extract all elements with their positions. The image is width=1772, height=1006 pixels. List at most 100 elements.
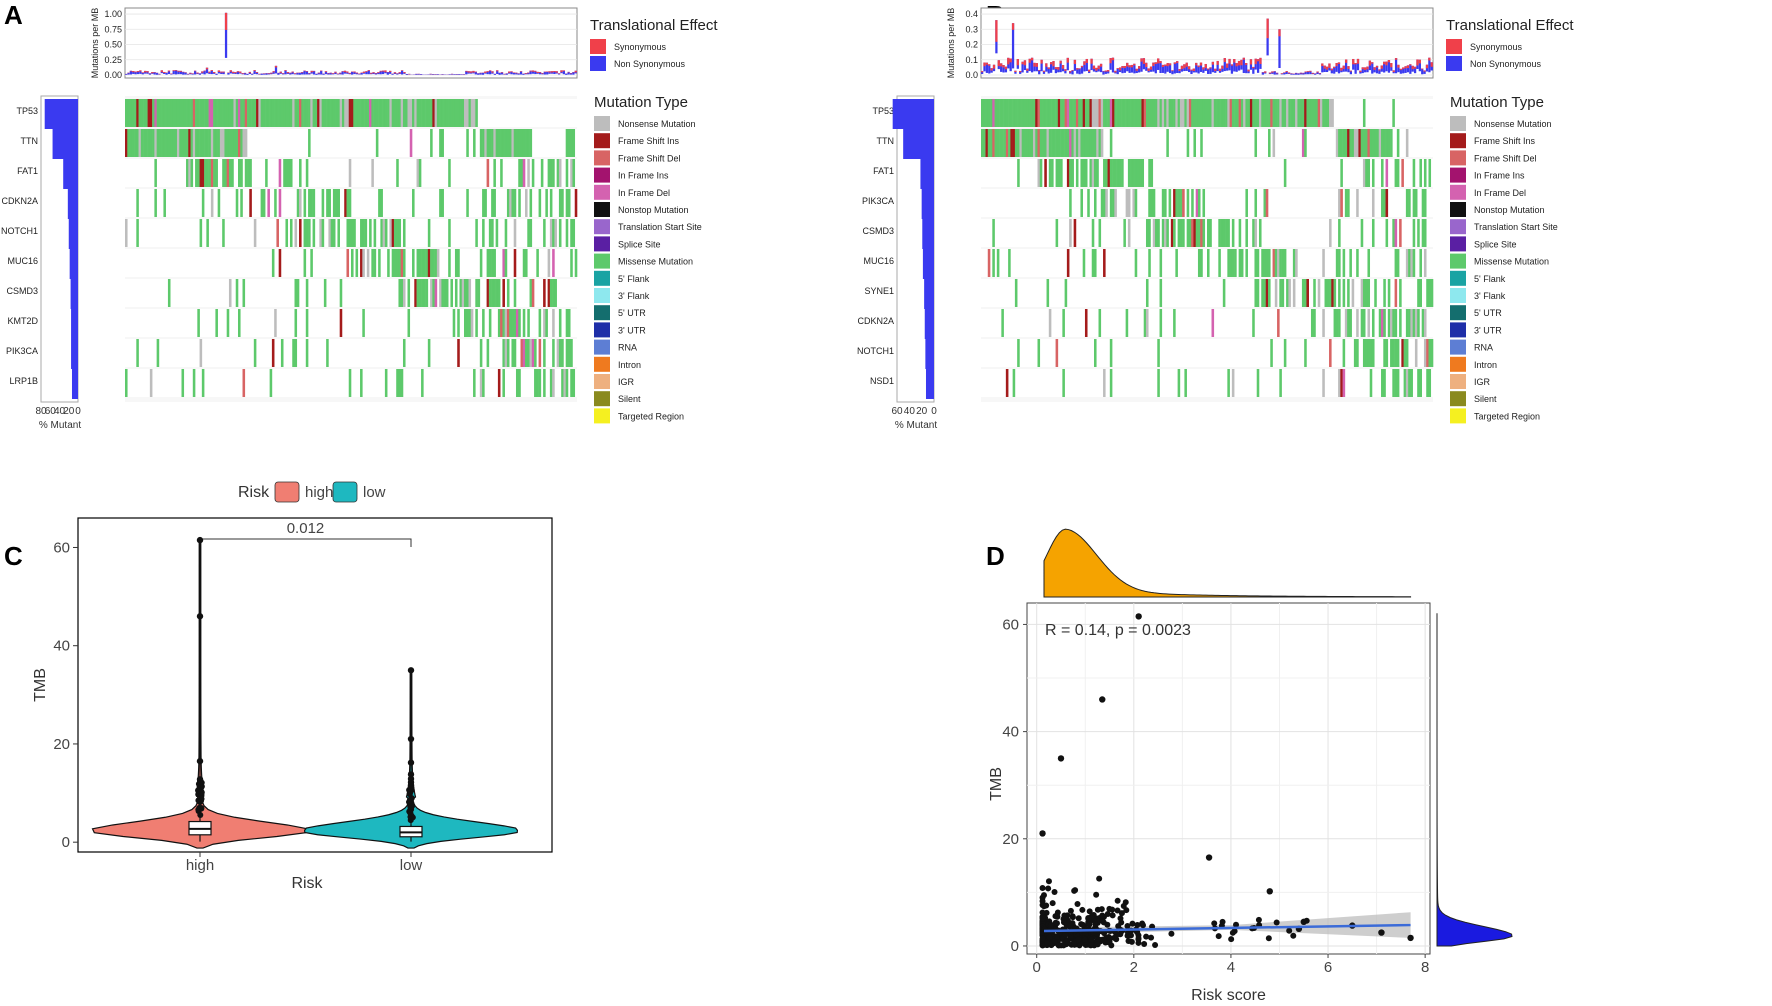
b-matrix-cell [1066, 129, 1070, 157]
b-matrix-cell [1349, 309, 1352, 337]
b-tmb-bar-syn [1142, 58, 1146, 64]
a-matrix-cell [441, 129, 444, 157]
b-matrix-cell [1430, 339, 1434, 367]
a-type-swatch [594, 339, 610, 355]
d-point [1075, 936, 1082, 943]
a-matrix-cell [558, 309, 562, 337]
b-type-swatch [1450, 408, 1466, 424]
b-matrix-cell [1087, 99, 1090, 127]
a-matrix-cell [224, 99, 227, 127]
a-matrix-cell [165, 99, 169, 127]
b-matrix-cell [1423, 219, 1427, 247]
b-matrix-cell [1394, 159, 1398, 187]
b-matrix-cell [1256, 369, 1260, 397]
b-matrix-cell [1371, 309, 1375, 337]
a-tmb-bar-nonsyn [455, 74, 458, 75]
b-matrix-cell [1026, 99, 1029, 127]
a-matrix-cell [332, 219, 336, 247]
b-tmb-bar-syn [1378, 69, 1381, 71]
b-matrix-cell [1304, 129, 1307, 157]
b-tmb-bar-nonsyn [1271, 71, 1274, 74]
a-gene-label: LRP1B [9, 376, 38, 386]
b-tmb-bar-nonsyn [1223, 58, 1226, 72]
a-matrix-cell [436, 99, 440, 127]
b-matrix-cell [1021, 99, 1025, 127]
b-matrix-cell [1184, 99, 1187, 127]
a-type-swatch [594, 374, 610, 389]
a-type-swatch [594, 150, 610, 166]
b-tmb-bar-syn [988, 64, 991, 66]
b-tmb-bar-syn [1216, 60, 1219, 65]
b-matrix-row [981, 189, 1433, 217]
b-tmb-bar-nonsyn [1190, 69, 1193, 74]
a-pct-tick: 80 [35, 406, 47, 417]
b-tmb-bar-syn [1069, 71, 1072, 73]
b-gene-label: TP53 [872, 106, 894, 116]
b-matrix-cell [1148, 189, 1151, 217]
a-matrix-cell [262, 99, 266, 127]
d-point [1109, 912, 1116, 919]
a-tmb-bar-syn [534, 70, 537, 72]
b-tmb-ytick: 0.2 [965, 40, 978, 50]
b-matrix-cell [1134, 249, 1138, 277]
a-matrix-cell [265, 159, 268, 187]
b-tmb-bar-syn [1040, 59, 1043, 64]
b-matrix-cell [1026, 129, 1029, 157]
a-matrix-cell [283, 159, 286, 187]
a-tmb-bar-syn [508, 71, 511, 73]
b-matrix-cell [1010, 99, 1013, 127]
a-matrix-cell [269, 99, 273, 127]
c-xtick-label: low [400, 857, 423, 874]
a-matrix-cell [549, 279, 553, 307]
a-matrix-cell [504, 249, 508, 277]
d-ytick-label: 0 [1011, 938, 1019, 955]
a-tmb-bar-nonsyn [227, 72, 230, 75]
a-matrix-cell [448, 99, 451, 127]
b-tmb-bar-syn [1428, 57, 1431, 61]
b-matrix-cell [1340, 159, 1343, 187]
b-tmb-bar-nonsyn [1126, 62, 1129, 72]
a-matrix-cell [147, 99, 151, 127]
b-matrix-cell [1218, 249, 1221, 277]
a-matrix-cell [561, 339, 564, 367]
b-matrix-cell [1295, 99, 1298, 127]
d-point [1104, 921, 1111, 928]
b-matrix-cell [1392, 339, 1395, 367]
b-matrix-cell [1103, 249, 1106, 277]
d-point [1055, 942, 1062, 949]
b-matrix-cell [1351, 129, 1355, 157]
b-matrix-cell [1304, 279, 1307, 307]
a-tmb-bar-syn [274, 65, 278, 68]
b-matrix-cell [1295, 249, 1298, 277]
d-ytick-label: 60 [1002, 616, 1019, 633]
d-xlabel: Risk score [1191, 987, 1266, 1004]
b-type-label: Nonsense Mutation [1474, 119, 1552, 129]
a-tmb-bar-syn [270, 72, 273, 74]
d-point [1129, 920, 1136, 927]
b-matrix-cell [1423, 339, 1427, 367]
b-tmb-bar-nonsyn [1275, 72, 1279, 75]
a-type-label: Frame Shift Ins [618, 136, 680, 146]
b-matrix-cell [1245, 249, 1248, 277]
a-matrix-cell [296, 189, 300, 217]
a-matrix-cell [412, 99, 415, 127]
a-matrix-cell [154, 159, 157, 187]
b-effect-swatch [1446, 39, 1462, 54]
b-matrix-cell [1394, 369, 1398, 397]
b-matrix-cell [992, 249, 995, 277]
b-matrix-cell [1356, 249, 1359, 277]
b-matrix-cell [1254, 99, 1258, 127]
b-matrix-cell [1046, 279, 1050, 307]
a-matrix-cell [457, 339, 460, 367]
b-gene-label: MUC16 [863, 256, 894, 266]
a-tmb-bar-syn [282, 73, 285, 74]
a-matrix-cell [380, 99, 383, 127]
b-tmb-bar-syn [1183, 64, 1186, 69]
b-tmb-bar-syn [1392, 70, 1395, 73]
b-tmb-bar-syn [1014, 70, 1017, 72]
b-matrix-cell [1193, 129, 1196, 157]
b-matrix-cell [1381, 309, 1384, 337]
b-matrix-cell [1177, 369, 1181, 397]
a-matrix-cell [565, 369, 569, 397]
b-matrix-cell [1414, 339, 1418, 367]
